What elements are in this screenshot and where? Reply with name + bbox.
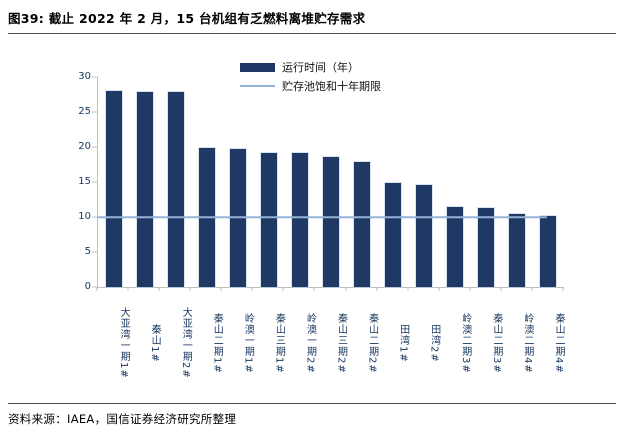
- legend-label-line: 贮存池饱和十年期限: [282, 80, 381, 93]
- threshold-line: [98, 215, 547, 219]
- x-tick-7: [313, 287, 315, 291]
- y-tick-5: [92, 251, 97, 253]
- source-divider: [8, 403, 616, 404]
- x-tick-11: [438, 287, 440, 291]
- bar-slot-14: [533, 77, 564, 287]
- x-axis-label-3: 秦山二期1#: [211, 312, 223, 374]
- bar-slot-7: [315, 77, 346, 287]
- bar-6: [291, 153, 308, 287]
- bar-10: [416, 184, 433, 287]
- x-tick-14: [531, 287, 533, 291]
- x-tick-3: [189, 287, 191, 291]
- x-axis-label-9: 田湾1#: [397, 323, 409, 363]
- x-axis-label-1: 秦山1#: [149, 323, 161, 363]
- y-axis-label-10: 10: [78, 211, 91, 223]
- legend-label-bar: 运行时间（年）: [282, 61, 359, 74]
- y-ticks: [92, 76, 97, 288]
- chart-legend: 运行时间（年） 贮存池饱和十年期限: [240, 59, 381, 94]
- bar-slot-2: [160, 77, 191, 287]
- x-tick-12: [469, 287, 471, 291]
- x-axis-label-2: 大亚湾一期2#: [180, 307, 192, 379]
- x-tick-1: [127, 287, 129, 291]
- bar-slot-9: [378, 77, 409, 287]
- bars: [98, 77, 564, 287]
- bar-5: [260, 152, 277, 287]
- bar-slot-0: [98, 77, 129, 287]
- bar-2: [167, 92, 184, 287]
- bar-series-swatch-icon: [240, 62, 275, 72]
- x-axis-labels: 大亚湾一期1# 秦山1# 大亚湾一期2# 秦山二期1# 岭澳一期1# 秦山三期1# 岭澳一期…: [97, 295, 564, 391]
- y-tick-10: [92, 216, 97, 218]
- x-ticks: [96, 287, 564, 292]
- y-tick-0: [92, 286, 97, 288]
- bar-slot-3: [191, 77, 222, 287]
- x-axis-label-10: 田湾2#: [428, 323, 440, 363]
- bar-slot-11: [440, 77, 471, 287]
- bar-slot-10: [409, 77, 440, 287]
- page-title: 图39: 截止 2022 年 2 月，15 台机组有乏燃料离堆贮存需求: [8, 11, 366, 26]
- bar-slot-12: [471, 77, 502, 287]
- bar-11: [447, 207, 464, 287]
- line-series-swatch-icon: [240, 84, 275, 88]
- x-tick-10: [407, 287, 409, 291]
- y-tick-30: [92, 76, 97, 78]
- y-axis-label-0: 0: [84, 281, 91, 292]
- x-tick-2: [158, 287, 160, 291]
- x-tick-8: [345, 287, 347, 291]
- x-axis-label-8: 秦山二期2#: [366, 312, 378, 374]
- x-axis-label-4: 岭澳一期1#: [242, 312, 254, 374]
- bar-0: [105, 91, 122, 287]
- y-tick-15: [92, 181, 97, 183]
- y-axis-label-5: 5: [84, 246, 91, 258]
- bar-13: [509, 213, 526, 287]
- bar-slot-1: [129, 77, 160, 287]
- title-divider: [8, 33, 616, 34]
- y-axis-labels: 0 5 10 15 20 25 30: [60, 72, 91, 292]
- bar-9: [385, 183, 402, 287]
- bar-8: [354, 162, 371, 287]
- x-tick-15: [562, 287, 564, 291]
- bar-14: [540, 216, 557, 287]
- bar-slot-8: [347, 77, 378, 287]
- x-tick-4: [220, 287, 222, 291]
- x-axis-label-12: 秦山二期3#: [490, 312, 502, 374]
- bar-12: [478, 207, 495, 287]
- x-axis-label-14: 秦山二期4#: [552, 312, 564, 374]
- y-axis-label-25: 25: [78, 106, 91, 117]
- x-tick-0: [96, 287, 98, 291]
- x-axis-label-0: 大亚湾一期1#: [118, 307, 130, 379]
- x-axis-label-7: 秦山三期2#: [335, 312, 347, 374]
- x-tick-6: [282, 287, 284, 291]
- x-tick-13: [500, 287, 502, 291]
- y-axis-label-30: 30: [78, 71, 91, 82]
- y-axis-label-15: 15: [78, 176, 91, 187]
- bar-slot-6: [284, 77, 315, 287]
- x-axis-label-6: 岭澳一期2#: [304, 312, 316, 374]
- x-axis-label-5: 秦山三期1#: [273, 312, 285, 374]
- legend-item-line: 贮存池饱和十年期限: [240, 78, 381, 94]
- x-tick-5: [251, 287, 253, 291]
- plot-area: [97, 77, 564, 288]
- bar-1: [136, 91, 153, 287]
- y-axis-label-20: 20: [78, 141, 91, 153]
- x-axis-label-13: 岭澳二期4#: [521, 312, 533, 374]
- x-axis-label-11: 岭澳二期3#: [459, 312, 471, 374]
- bar-slot-13: [502, 77, 533, 287]
- source-text: 资料来源：IAEA，国信证券经济研究所整理: [8, 412, 237, 426]
- bar-slot-5: [253, 77, 284, 287]
- bar-7: [322, 156, 339, 287]
- y-tick-25: [92, 111, 97, 113]
- legend-item-bar: 运行时间（年）: [240, 59, 381, 75]
- x-tick-9: [376, 287, 378, 291]
- y-tick-20: [92, 146, 97, 148]
- bar-slot-4: [222, 77, 253, 287]
